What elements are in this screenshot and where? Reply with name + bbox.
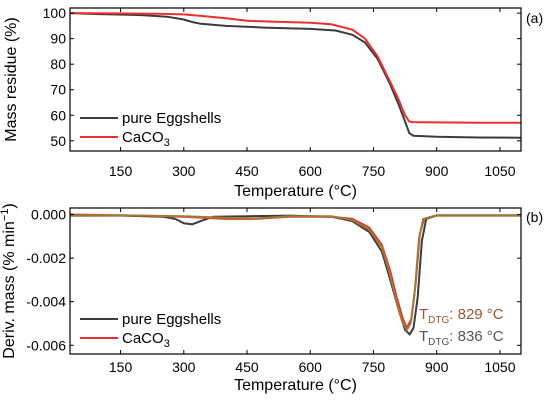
y-tick-label: 0.000 (31, 207, 66, 223)
tdtg-sub: DTG (428, 337, 449, 348)
plot-frame (69, 207, 522, 355)
panel-b: 150 300 450 600 750 900 1050 0.000 -0.002 -0.004 -… (0, 203, 543, 394)
legend-label-caco3: CaCO3 (122, 330, 170, 350)
plot-frame (69, 7, 522, 152)
panel-label: (b) (526, 209, 543, 225)
legend-label-eggshells: pure Eggshells (122, 110, 221, 127)
x-tick-label: 900 (425, 163, 449, 179)
x-tick-label: 150 (109, 359, 133, 375)
x-tick-label: 750 (362, 163, 386, 179)
x-tick-label: 1050 (484, 359, 515, 375)
x-tick-label: 600 (299, 163, 323, 179)
tdtg-value: : 836 °C (449, 328, 504, 345)
x-tick-label: 1050 (484, 163, 515, 179)
y-tick-label: 90 (50, 31, 66, 47)
y-tick-label: 100 (43, 5, 67, 21)
x-tick-label: 450 (235, 359, 259, 375)
y-tick-label: 70 (50, 82, 66, 98)
y-axis-title: Mass residue (%) (3, 17, 20, 141)
legend-label-caco3: CaCO3 (122, 129, 170, 149)
legend-label-caco3-sub: 3 (164, 137, 170, 149)
tdtg-value: : 829 °C (449, 306, 504, 323)
y-tick-label: 50 (50, 133, 66, 149)
y-tick-label: -0.006 (26, 337, 66, 353)
tdtg-annotation-1: TDTG: 829 °C (419, 306, 504, 326)
legend-label-caco3-sub: 3 (164, 338, 170, 350)
y-tick-label: -0.002 (26, 250, 66, 266)
x-tick-label: 450 (235, 163, 259, 179)
series-line-pure-eggshells (70, 12, 521, 139)
y-axis-title-end: ) (1, 203, 18, 208)
x-tick-label: 900 (425, 359, 449, 375)
tdtg-annotation-2: TDTG: 836 °C (419, 328, 504, 348)
x-tick-label: 150 (109, 163, 133, 179)
x-tick-label: 300 (172, 163, 196, 179)
tdtg-sub: DTG (428, 315, 449, 326)
y-tick-label: 80 (50, 56, 66, 72)
x-tick-label: 300 (172, 359, 196, 375)
panel-label: (a) (526, 10, 543, 26)
x-tick-label: 750 (362, 359, 386, 375)
x-tick-label: 600 (299, 359, 323, 375)
series-line-derivative-2 (70, 214, 521, 333)
y-axis-title-sup: −1 (0, 209, 11, 222)
x-axis-title: Temperature (°C) (234, 377, 357, 394)
series-line-pure-eggshells (70, 214, 521, 336)
y-tick-label: 60 (50, 107, 66, 123)
panel-a: 150 300 450 600 750 900 1050 50 60 70 80 90 100 Tempe… (3, 5, 543, 200)
y-tick-label: -0.004 (26, 294, 66, 310)
x-axis-title: Temperature (°C) (234, 183, 357, 200)
y-axis-title: Deriv. mass (% min−1) (0, 203, 18, 358)
series-line-caco3 (70, 12, 521, 124)
legend-label-eggshells: pure Eggshells (122, 311, 221, 328)
